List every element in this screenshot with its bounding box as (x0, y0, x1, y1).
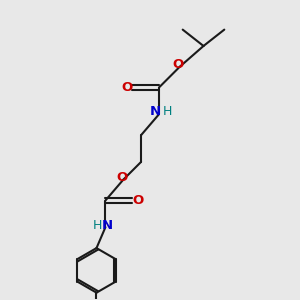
Text: H: H (92, 219, 102, 232)
Text: O: O (116, 171, 128, 184)
Text: H: H (163, 106, 172, 118)
Text: N: N (150, 106, 161, 118)
Text: O: O (132, 194, 143, 207)
Text: O: O (121, 81, 132, 94)
Text: O: O (172, 58, 184, 71)
Text: N: N (102, 219, 113, 232)
